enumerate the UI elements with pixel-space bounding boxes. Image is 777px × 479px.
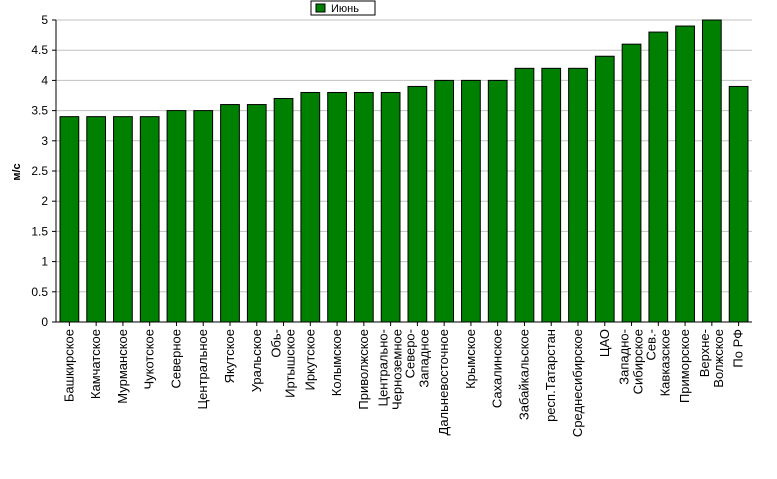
x-tick-label: респ.Татарстан bbox=[543, 329, 558, 422]
bar bbox=[434, 79, 455, 323]
x-tick-label: Уральское bbox=[249, 329, 264, 392]
x-tick-label: Забайкальское bbox=[516, 329, 531, 420]
bar bbox=[728, 85, 749, 323]
bar bbox=[568, 67, 588, 323]
y-axis-label: м/с bbox=[11, 163, 23, 180]
bar bbox=[407, 85, 428, 323]
bar bbox=[139, 116, 160, 323]
legend-swatch bbox=[315, 3, 326, 13]
bar bbox=[353, 91, 374, 323]
bar bbox=[648, 31, 669, 323]
x-tick-label: Волжское bbox=[711, 329, 726, 388]
y-tick-label: 0.5 bbox=[31, 285, 48, 299]
x-tick-label: Обь- bbox=[269, 329, 284, 358]
x-tick-label: Мурманское bbox=[115, 329, 130, 404]
y-tick-label: 4 bbox=[41, 73, 48, 87]
y-axis-ticks: 0 0.5 1 1.5 2 2.5 3 3.5 4 4.5 5 bbox=[31, 13, 56, 329]
x-tick-label: Башкирское bbox=[61, 329, 76, 402]
bar bbox=[273, 98, 294, 323]
y-tick-label: 1 bbox=[41, 255, 48, 269]
x-tick-label: Иртышское bbox=[283, 329, 298, 398]
bar bbox=[701, 19, 722, 323]
bar bbox=[514, 67, 535, 323]
x-tick-label: Приморское bbox=[677, 329, 692, 403]
x-tick-label: Северное bbox=[168, 329, 183, 388]
x-tick-label: Среднесибирское bbox=[570, 329, 585, 437]
x-tick-label: Чукотское bbox=[142, 329, 157, 390]
y-tick-label: 1.5 bbox=[31, 224, 48, 238]
bar bbox=[461, 79, 481, 323]
bar bbox=[113, 116, 133, 323]
y-tick-label: 3.5 bbox=[31, 104, 48, 118]
y-tick-label: 4.5 bbox=[31, 43, 48, 57]
x-tick-label: Якутское bbox=[222, 329, 237, 383]
bar bbox=[594, 55, 615, 323]
bar bbox=[86, 116, 107, 323]
y-tick-label: 5 bbox=[41, 13, 48, 27]
bar bbox=[327, 91, 347, 323]
bar bbox=[487, 79, 508, 323]
y-tick-label: 3 bbox=[41, 134, 48, 148]
x-tick-label: Западно- bbox=[617, 329, 632, 385]
x-tick-label: Сев.- bbox=[643, 329, 658, 360]
x-tick-label: По РФ bbox=[731, 329, 746, 368]
x-tick-label: Сахалинское bbox=[490, 329, 505, 408]
x-tick-label: Верхне- bbox=[697, 329, 712, 377]
y-tick-label: 2 bbox=[41, 194, 48, 208]
legend: Июнь bbox=[310, 0, 376, 16]
x-tick-label: Дальневосточное bbox=[436, 329, 451, 435]
x-axis-labels: Башкирское Камчатское Мурманское Чукотское С… bbox=[61, 322, 746, 437]
bar bbox=[59, 116, 80, 323]
legend-box bbox=[310, 0, 376, 16]
x-tick-label: Колымское bbox=[329, 329, 344, 396]
bars bbox=[59, 19, 749, 323]
x-tick-label: Западное bbox=[416, 329, 431, 388]
bar bbox=[166, 110, 187, 323]
x-tick-label: Черноземное bbox=[390, 329, 405, 410]
x-tick-label: Приволжское bbox=[356, 329, 371, 410]
bar bbox=[220, 104, 240, 323]
bar bbox=[675, 25, 695, 323]
x-tick-label: Крымское bbox=[463, 329, 478, 389]
x-tick-label: Северо- bbox=[402, 329, 417, 378]
bar bbox=[380, 91, 401, 323]
x-tick-label: Кавказское bbox=[657, 329, 672, 396]
x-tick-label: Сибирское bbox=[631, 329, 646, 394]
x-tick-label: Центрально- bbox=[376, 329, 391, 407]
bar bbox=[193, 110, 214, 323]
bar bbox=[300, 91, 321, 323]
x-tick-label: Камчатское bbox=[88, 329, 103, 399]
bar bbox=[621, 43, 642, 323]
x-tick-label: Центральное bbox=[195, 329, 210, 409]
y-tick-label: 0 bbox=[41, 315, 48, 329]
x-tick-label: Иркутское bbox=[302, 329, 317, 391]
bar bbox=[541, 67, 562, 323]
bar bbox=[246, 104, 267, 323]
x-tick-label: ЦАО bbox=[597, 329, 612, 357]
y-tick-label: 2.5 bbox=[31, 164, 48, 178]
legend-label: Июнь bbox=[331, 3, 359, 15]
